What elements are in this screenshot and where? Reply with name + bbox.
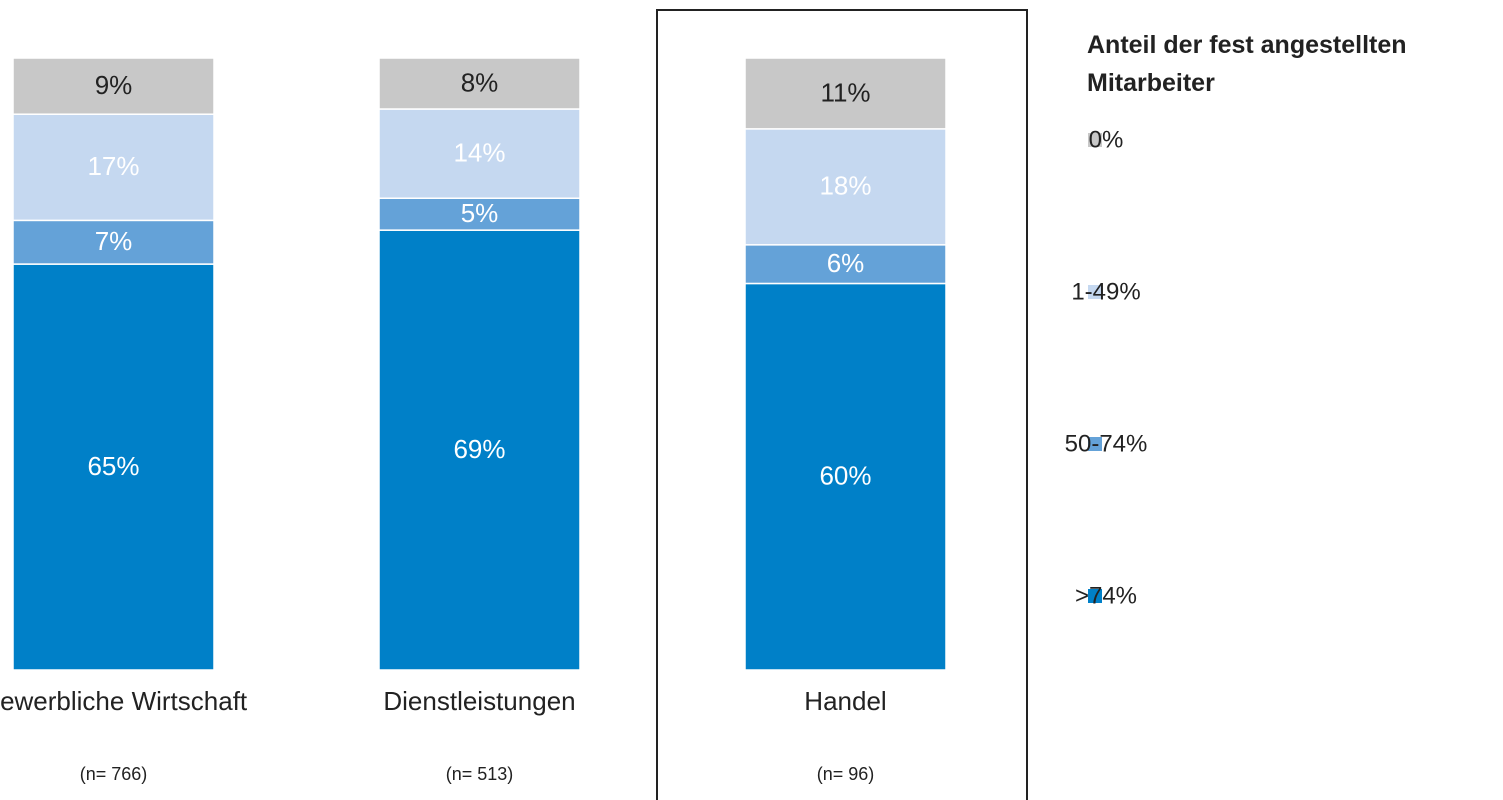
bar-segment [744, 128, 947, 246]
data-label: 7% [95, 226, 133, 256]
x-tick-label: Handel [804, 686, 887, 716]
data-label: 5% [461, 198, 499, 228]
legend-swatch [1088, 133, 1102, 147]
data-label: 14% [453, 138, 505, 168]
bar-segment [12, 219, 215, 265]
legend-label: 50-74% [1065, 430, 1148, 457]
sample-size: (n= 96) [816, 764, 875, 784]
bar-segment [744, 244, 947, 285]
bar-segment [744, 282, 947, 671]
bar-segment [378, 197, 581, 231]
data-label: 8% [461, 67, 499, 97]
data-label: 65% [87, 451, 139, 481]
legend-label: >74% [1075, 582, 1137, 609]
legend-label: 1-49% [1071, 278, 1140, 305]
data-label: 6% [827, 248, 865, 278]
legend-title: Anteil der fest angestellten Mitarbeiter [1087, 31, 1407, 97]
bar-segment [378, 57, 581, 110]
highlight-frame [656, 9, 1028, 800]
bar-segment [378, 108, 581, 199]
x-tick-label: Gewerbliche Wirtschaft [0, 686, 248, 716]
sample-size: (n= 766) [79, 764, 148, 784]
bar-segment [744, 57, 947, 130]
data-label: 17% [87, 151, 139, 181]
bar-segment [12, 57, 215, 115]
data-label: 18% [819, 171, 871, 201]
data-label: 9% [95, 70, 133, 100]
bar-segment [378, 229, 581, 671]
legend-swatch [1088, 589, 1102, 603]
legend-label: 0% [1089, 126, 1124, 153]
bar-segment [12, 263, 215, 671]
x-tick-label: Dienstleistungen [383, 686, 576, 716]
sample-size: (n= 513) [445, 764, 514, 784]
data-label: 11% [820, 77, 870, 107]
data-label: 69% [453, 434, 505, 464]
legend-swatch [1088, 437, 1102, 451]
data-label: 60% [819, 461, 871, 491]
legend-swatch [1088, 285, 1102, 299]
